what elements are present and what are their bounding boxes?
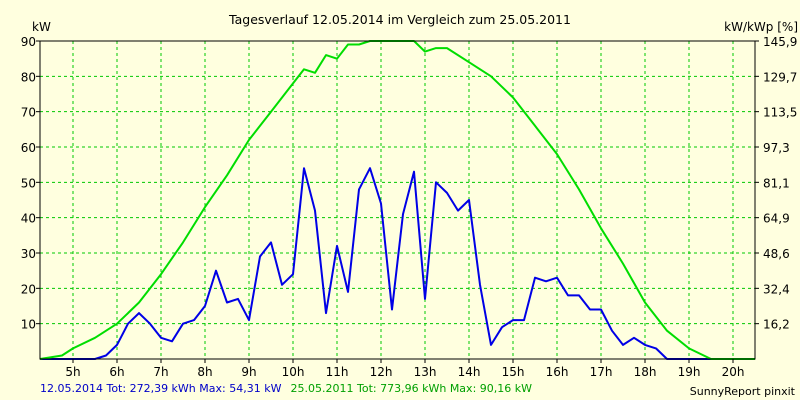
x-tick-label: 18h xyxy=(634,365,657,379)
x-tick-label: 6h xyxy=(109,365,124,379)
y-tick-label-right: 48,6 xyxy=(763,247,790,261)
x-tick-label: 16h xyxy=(546,365,569,379)
y-tick-label-left: 50 xyxy=(21,176,36,190)
x-tick-label: 12h xyxy=(370,365,393,379)
x-tick-label: 15h xyxy=(502,365,525,379)
y-tick-label-right: 32,4 xyxy=(763,282,790,296)
x-tick-label: 9h xyxy=(241,365,256,379)
x-tick-label: 7h xyxy=(153,365,168,379)
y-tick-label-left: 30 xyxy=(21,247,36,261)
x-tick-label: 14h xyxy=(458,365,481,379)
legend-2011: 25.05.2011 Tot: 773,96 kWh Max: 90,16 kW xyxy=(291,382,533,395)
x-ticks: 5h 6h 7h 8h 9h 10h 11h 12h 13h 14h 15h 16h 17h 18h 19h… xyxy=(65,359,744,379)
plot-background xyxy=(40,41,755,359)
y-tick-label-left: 20 xyxy=(21,282,36,296)
right-axis-unit: kW/kWp [%] xyxy=(724,20,798,34)
right-y-ticks: 16,2 32,4 48,6 64,9 81,1 97,3 113,5 129,7 145,9 xyxy=(755,35,797,332)
plot-area xyxy=(40,41,755,359)
y-tick-label-left: 70 xyxy=(21,106,36,120)
y-tick-label-left: 10 xyxy=(21,318,36,332)
x-tick-label: 11h xyxy=(326,365,349,379)
y-tick-label-right: 16,2 xyxy=(763,318,790,332)
y-tick-label-left: 60 xyxy=(21,141,36,155)
series-line-2014 xyxy=(40,167,711,360)
y-tick-label-right: 64,9 xyxy=(763,212,790,226)
y-tick-label-left: 40 xyxy=(21,212,36,226)
left-y-ticks: 10 20 30 40 50 60 70 80 90 xyxy=(21,35,40,332)
x-tick-label: 5h xyxy=(65,365,80,379)
grid-lines xyxy=(40,41,755,359)
legend-2014: 12.05.2014 Tot: 272,39 kWh Max: 54,31 kW xyxy=(40,382,282,395)
plot-frame xyxy=(39,40,756,360)
plot-border xyxy=(39,40,756,360)
y-tick-label-left: 90 xyxy=(21,35,36,49)
y-tick-label-right: 145,9 xyxy=(763,35,797,49)
brand-credit: SunnyReport pinxit xyxy=(690,385,796,398)
y-tick-label-right: 129,7 xyxy=(763,70,797,84)
left-axis-unit: kW xyxy=(32,20,51,34)
x-tick-label: 17h xyxy=(590,365,613,379)
chart-title: Tagesverlauf 12.05.2014 im Vergleich zum… xyxy=(228,12,571,27)
y-tick-label-right: 97,3 xyxy=(763,141,790,155)
x-tick-label: 10h xyxy=(282,365,305,379)
y-tick-label-left: 80 xyxy=(21,70,36,84)
x-tick-label: 8h xyxy=(197,365,212,379)
x-tick-label: 13h xyxy=(414,365,437,379)
y-tick-label-right: 81,1 xyxy=(763,176,790,190)
x-tick-label: 20h xyxy=(722,365,745,379)
y-tick-label-right: 113,5 xyxy=(763,106,797,120)
x-tick-label: 19h xyxy=(678,365,701,379)
footer-legend: 12.05.2014 Tot: 272,39 kWh Max: 54,31 kW… xyxy=(40,377,532,396)
